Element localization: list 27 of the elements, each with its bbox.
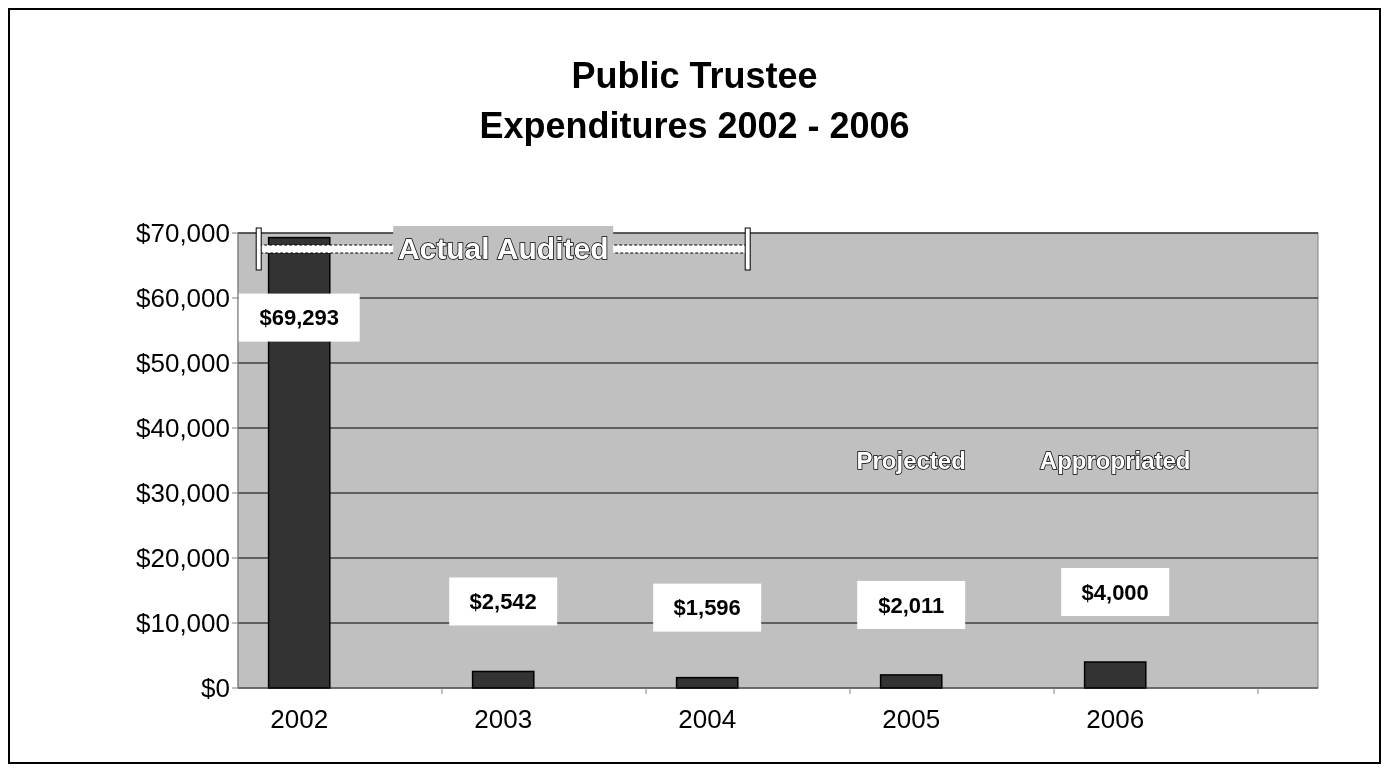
y-tick-label: $10,000 [136, 608, 230, 639]
x-tick-label: 2006 [1086, 704, 1145, 734]
y-tick-label: $30,000 [136, 478, 230, 509]
annotation: Actual Audited [397, 231, 609, 265]
data-label: $4,000 [1081, 579, 1149, 605]
bar [675, 676, 739, 689]
y-tick-label: $50,000 [136, 348, 230, 379]
x-tick-label: 2004 [678, 704, 737, 734]
annotation: Projected [856, 446, 966, 474]
y-tick-label: $60,000 [136, 283, 230, 314]
data-label: $1,596 [673, 595, 741, 621]
y-tick-label: $70,000 [136, 218, 230, 249]
data-label: $2,542 [469, 589, 537, 615]
y-tick-label: $0 [201, 673, 230, 704]
data-label: $2,011 [878, 592, 945, 618]
x-tick-label: 2002 [270, 704, 329, 734]
chart-subtitle: Expenditures 2002 - 2006 [479, 105, 910, 146]
bar [471, 670, 535, 689]
y-tick-label: $20,000 [136, 543, 230, 574]
y-tick-label: $40,000 [136, 413, 230, 444]
bar [879, 674, 943, 689]
x-tick-label: 2005 [882, 704, 941, 734]
x-tick-label: 2003 [474, 704, 533, 734]
chart-title: Public Trustee [571, 55, 818, 96]
data-label: $69,293 [259, 305, 339, 331]
bar [1083, 661, 1147, 689]
annotation: Appropriated [1039, 446, 1191, 474]
